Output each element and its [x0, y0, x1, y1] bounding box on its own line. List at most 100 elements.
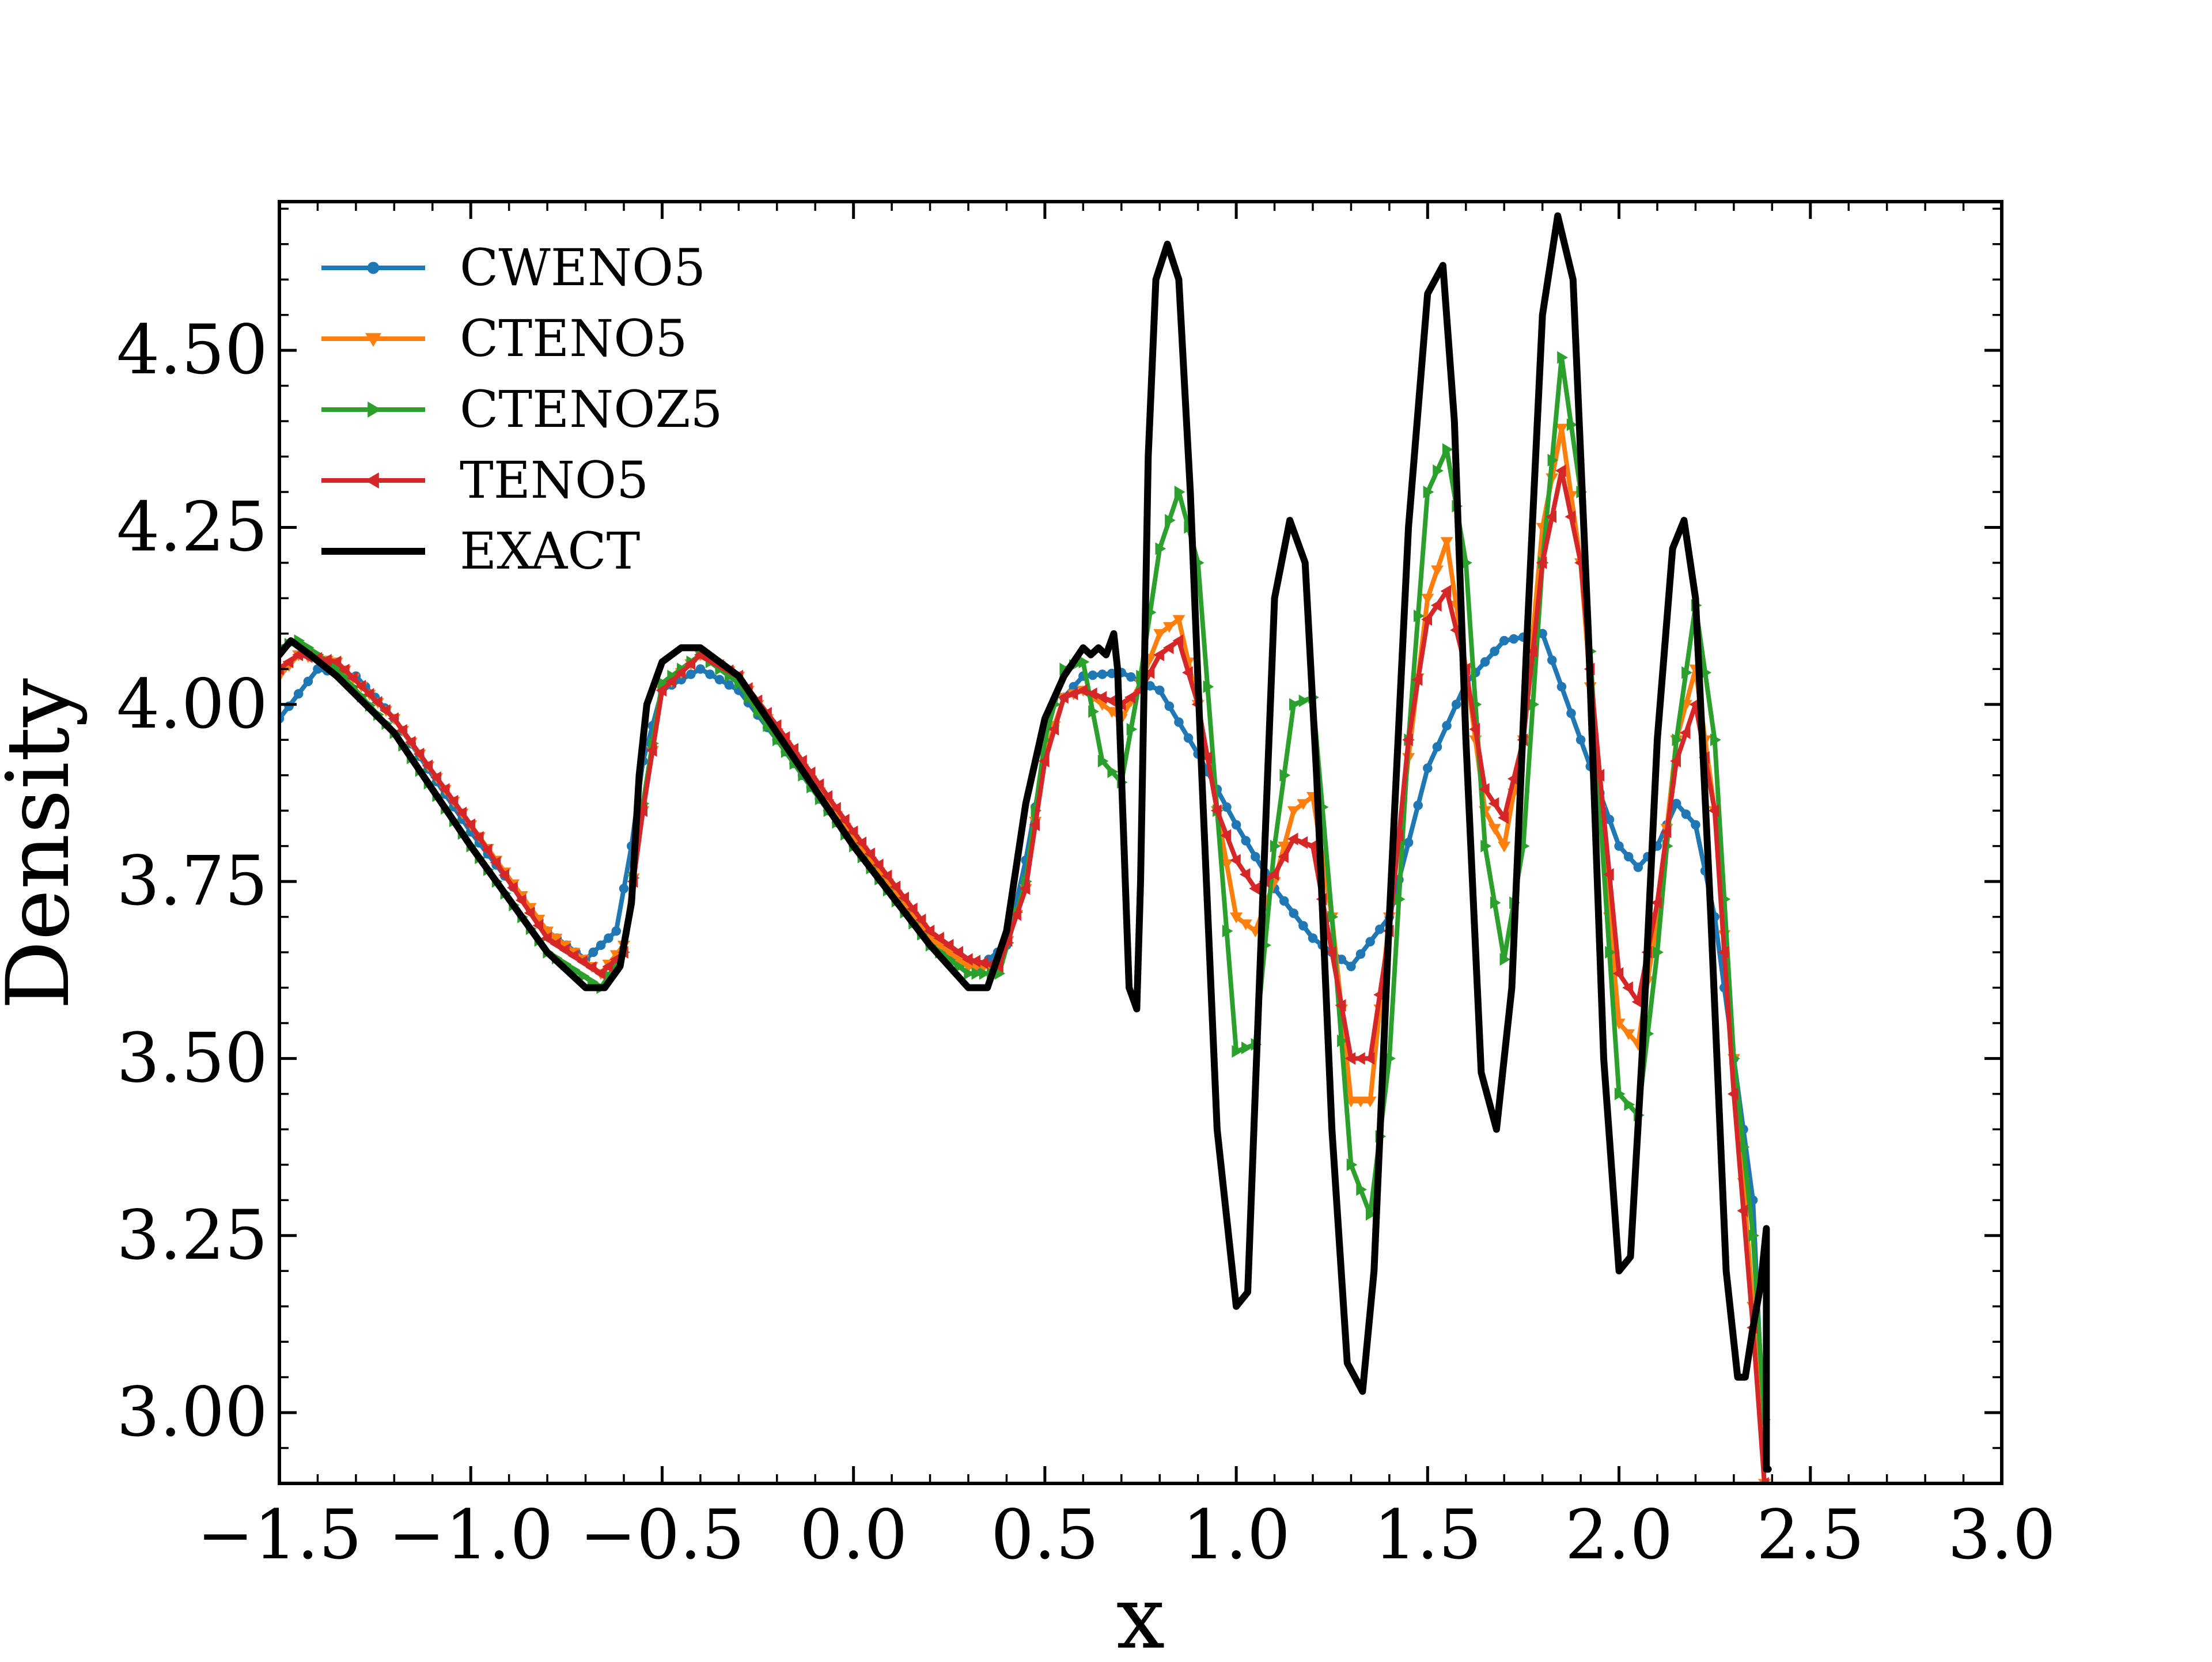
data-point-teno5: [1622, 981, 1633, 994]
data-point-teno5: [1029, 818, 1040, 831]
data-point-ctenoz5: [1710, 733, 1721, 747]
data-point-teno5: [923, 925, 935, 938]
data-point-ctenoz5: [1748, 1229, 1760, 1242]
data-point-teno5: [898, 891, 909, 904]
data-point-teno5: [1507, 772, 1518, 785]
data-point-cweno5: [1509, 634, 1519, 644]
y-tick-label: 4.50: [116, 310, 268, 389]
data-point-teno5: [456, 807, 467, 820]
data-point-ctenoz5: [1279, 768, 1291, 782]
series-layer: [279, 212, 1772, 1483]
data-point-teno5: [1603, 868, 1614, 881]
data-point-ctenoz5: [1270, 839, 1281, 853]
data-point-cweno5: [1480, 657, 1490, 667]
series-line-teno5: [279, 468, 1767, 1483]
data-point-teno5: [864, 847, 875, 861]
data-point-teno5: [1287, 832, 1298, 846]
data-point-teno5: [330, 656, 342, 669]
data-point-teno5: [1124, 691, 1136, 704]
data-point-ctenoz5: [1232, 1045, 1243, 1058]
data-point-teno5: [1067, 687, 1078, 701]
data-point-cweno5: [1279, 896, 1289, 906]
legend-entry-teno5: TENO5: [321, 450, 649, 510]
data-point-teno5: [524, 906, 535, 919]
data-point-teno5: [1536, 556, 1547, 569]
data-point-ctenoz5: [1385, 1052, 1396, 1065]
data-point-teno5: [646, 744, 657, 757]
data-point-cweno5: [1623, 851, 1634, 862]
data-point-ctenoz5: [1298, 694, 1310, 707]
data-point-cteno5: [1354, 1096, 1368, 1108]
data-point-ctenoz5: [1423, 486, 1434, 499]
data-point-teno5: [855, 836, 867, 850]
data-point-teno5: [1670, 755, 1681, 768]
data-point-teno5: [1651, 896, 1662, 909]
data-point-teno5: [1718, 946, 1729, 959]
data-point-teno5: [1565, 510, 1576, 524]
data-point-ctenoz5: [1414, 609, 1425, 623]
data-point-teno5: [1297, 836, 1308, 849]
data-point-teno5: [962, 953, 973, 966]
data-point-ctenoz5: [1528, 698, 1540, 711]
data-point-ctenoz5: [1394, 892, 1406, 906]
data-point-cweno5: [293, 689, 304, 699]
series-line-cweno5: [279, 631, 1767, 1451]
data-point-teno5: [1220, 829, 1232, 842]
series-line-exact: [279, 212, 1772, 1473]
data-point-teno5: [1019, 882, 1031, 895]
data-point-cteno5: [541, 926, 554, 938]
data-point-cweno5: [1164, 701, 1175, 711]
data-point-cweno5: [1423, 763, 1433, 773]
data-point-ctenoz5: [1327, 910, 1339, 923]
data-point-cteno5: [1440, 537, 1453, 548]
data-point-teno5: [1096, 691, 1107, 704]
data-point-cweno5: [619, 884, 629, 894]
data-point-ctenoz5: [1547, 453, 1559, 467]
data-point-cteno5: [1363, 1096, 1377, 1108]
data-point-cweno5: [1174, 717, 1184, 727]
data-point-teno5: [1402, 733, 1413, 747]
data-point-teno5: [889, 880, 901, 894]
data-point-teno5: [952, 946, 964, 959]
data-point-teno5: [1335, 999, 1346, 1012]
data-point-teno5: [1086, 687, 1097, 701]
data-point-teno5: [684, 657, 695, 671]
data-point-ctenoz5: [1653, 946, 1664, 959]
data-point-teno5: [1430, 599, 1442, 612]
data-point-cweno5: [1432, 742, 1442, 752]
data-point-ctenoz5: [1499, 953, 1511, 966]
data-point-cweno5: [303, 676, 313, 687]
data-point-cteno5: [1287, 806, 1300, 817]
data-point-teno5: [1278, 850, 1289, 864]
data-point-teno5: [804, 766, 816, 779]
data-point-teno5: [1354, 1052, 1365, 1065]
data-point-ctenoz5: [1614, 1087, 1626, 1100]
data-point-teno5: [1546, 510, 1556, 524]
data-point-teno5: [1249, 882, 1260, 895]
data-point-teno5: [321, 653, 332, 667]
data-point-teno5: [813, 778, 824, 792]
data-point-teno5: [915, 914, 926, 927]
data-point-ctenoz5: [1461, 556, 1472, 569]
data-point-teno5: [438, 783, 450, 796]
data-point-teno5: [1411, 673, 1423, 686]
data-point-cweno5: [1547, 655, 1557, 665]
data-point-ctenoz5: [1490, 896, 1501, 909]
data-point-teno5: [1373, 988, 1384, 1001]
data-point-teno5: [1105, 694, 1116, 707]
data-point-teno5: [1239, 868, 1251, 881]
data-point-ctenoz5: [1681, 666, 1692, 679]
data-point-ctenoz5: [1442, 443, 1453, 456]
data-point-cteno5: [550, 933, 563, 945]
data-point-cweno5: [1566, 708, 1576, 718]
data-point-cweno5: [1375, 924, 1385, 934]
data-point-teno5: [796, 755, 807, 768]
legend-marker: [365, 472, 379, 489]
data-point-cteno5: [559, 941, 572, 952]
data-point-cweno5: [1183, 733, 1194, 743]
data-point-teno5: [490, 856, 501, 869]
data-point-teno5: [422, 759, 433, 773]
legend-marker: [368, 402, 381, 418]
data-point-teno5: [413, 747, 425, 760]
